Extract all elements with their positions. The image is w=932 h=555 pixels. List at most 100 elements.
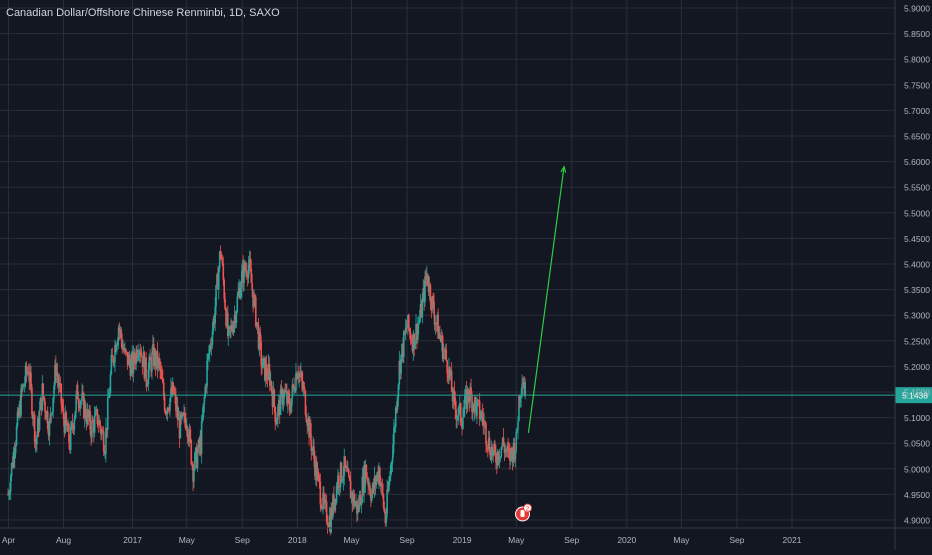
candle [297, 365, 300, 384]
candle-body [12, 451, 15, 468]
candle [434, 315, 437, 335]
candle [105, 418, 107, 463]
candle [240, 280, 242, 300]
candle [319, 473, 322, 513]
candle-body [460, 421, 463, 426]
event-marker-icon[interactable]: 2 [515, 503, 533, 522]
candle-body [305, 414, 308, 422]
candle [310, 433, 313, 461]
candle-body [389, 476, 391, 482]
candle-body [212, 318, 215, 331]
y-tick-label: 5.4500 [904, 234, 930, 244]
candle [419, 294, 422, 323]
candle [122, 339, 124, 351]
candle-body [205, 386, 207, 388]
candle-body [78, 403, 81, 409]
candle [67, 418, 69, 432]
candle [247, 256, 250, 284]
candle-body [191, 463, 193, 465]
candle-body [125, 351, 128, 353]
candle-body [446, 360, 448, 374]
candle-body [136, 349, 138, 359]
candle-body [363, 465, 365, 494]
candle [81, 383, 83, 405]
candle-body [207, 355, 209, 362]
candle [352, 488, 355, 510]
candle [111, 347, 114, 357]
candle [506, 441, 508, 457]
candle [202, 403, 205, 421]
candle-body [228, 326, 230, 329]
candle [452, 386, 455, 410]
candle [195, 443, 198, 469]
candle [200, 414, 203, 464]
candle-body [343, 456, 346, 476]
candle-body [449, 371, 452, 377]
y-tick-label: 5.7000 [904, 106, 930, 116]
candle [514, 450, 517, 468]
candle-body [162, 379, 164, 383]
candle [41, 374, 44, 412]
candle [18, 400, 21, 420]
candle-body [417, 325, 419, 340]
candle-body [17, 411, 20, 417]
candle-body [458, 403, 461, 407]
candle [520, 387, 522, 408]
candle-body [473, 397, 476, 412]
candle-body [236, 296, 239, 312]
candle [472, 401, 474, 422]
candle [480, 409, 483, 422]
candle-body [187, 437, 190, 442]
y-tick-label: 5.3000 [904, 311, 930, 321]
candle-body [341, 480, 344, 482]
candle [401, 343, 403, 362]
candle [325, 494, 328, 525]
candle-body [494, 443, 496, 453]
candle [54, 359, 56, 390]
candle [333, 498, 336, 512]
candle [428, 276, 431, 301]
candle [441, 332, 444, 362]
candle-body [396, 397, 399, 410]
candle-body [54, 364, 56, 386]
candle [131, 350, 134, 378]
candle [244, 260, 246, 274]
candle [407, 314, 409, 335]
candle-body [62, 407, 64, 409]
candle [417, 317, 419, 344]
x-tick-label: Sep [399, 535, 414, 545]
candle [196, 445, 199, 473]
candle [147, 361, 150, 392]
candle [501, 437, 504, 446]
candle-body [15, 426, 18, 445]
candle-body [267, 364, 270, 380]
candle-body [53, 385, 55, 398]
candle-body [203, 397, 206, 404]
candle [290, 398, 293, 414]
candle-body [235, 311, 238, 323]
candle-body [28, 373, 31, 382]
candle-body [190, 440, 193, 464]
candle [262, 358, 264, 369]
candle-body [443, 350, 446, 352]
candle [15, 423, 18, 447]
candle [222, 256, 225, 286]
candle [365, 464, 368, 478]
candle-body [22, 384, 25, 386]
y-tick-label: 5.1000 [904, 413, 930, 423]
candle-body [105, 427, 107, 454]
y-tick-label: 5.8500 [904, 29, 930, 39]
candle-body [368, 485, 370, 487]
candle [435, 322, 438, 333]
candle-body [14, 444, 17, 453]
candle-body [392, 444, 394, 458]
candle [493, 440, 495, 456]
candle [238, 279, 240, 299]
candle-body [502, 437, 505, 446]
candle [322, 486, 324, 515]
candle [517, 416, 519, 440]
candle-body [127, 355, 130, 366]
candle [433, 307, 436, 331]
